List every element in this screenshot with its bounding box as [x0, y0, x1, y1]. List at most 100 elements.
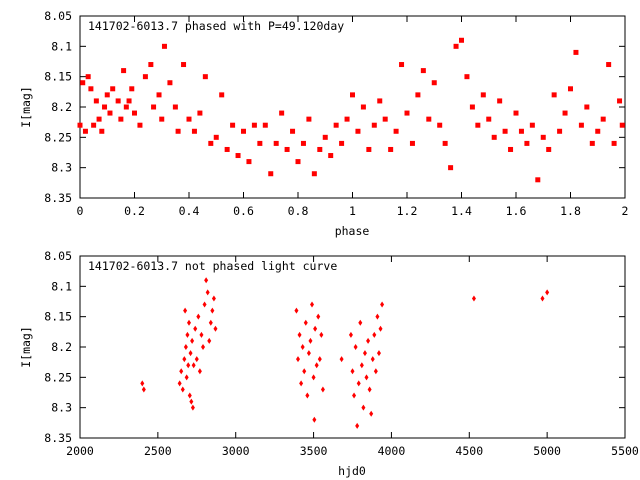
- unphased-data-point: [299, 380, 304, 387]
- phased-data-point: [420, 68, 426, 74]
- unphased-x-tick-label: 4000: [378, 444, 406, 458]
- phased-data-point: [600, 116, 606, 122]
- phased-data-point: [551, 92, 557, 98]
- phased-data-point: [339, 140, 345, 146]
- phased-data-point: [568, 86, 573, 92]
- phased-data-point: [317, 146, 323, 152]
- phased-data-point: [453, 43, 459, 49]
- phased-x-tick-label: 0: [77, 204, 84, 218]
- phased-data-point: [573, 49, 579, 55]
- phased-data-point: [279, 110, 285, 116]
- phased-data-point: [77, 122, 83, 128]
- unphased-x-tick-label: 3000: [222, 444, 250, 458]
- unphased-data-point: [316, 313, 321, 320]
- phased-data-point: [619, 122, 625, 128]
- phased-data-point: [110, 86, 116, 92]
- phased-data-point: [156, 92, 162, 98]
- phased-data-point: [159, 116, 165, 122]
- unphased-data-point: [199, 331, 204, 338]
- phased-data-point: [431, 80, 437, 86]
- unphased-data-point: [300, 344, 305, 350]
- phased-data-point: [382, 116, 388, 122]
- phased-data-point: [486, 116, 492, 122]
- unphased-x-tick-label: 2000: [66, 444, 94, 458]
- phased-data-point: [290, 128, 296, 134]
- unphased-data-point: [202, 301, 207, 308]
- phased-data-point: [540, 134, 546, 140]
- unphased-data-point: [370, 356, 375, 363]
- phased-data-point: [469, 104, 475, 110]
- phased-data-point: [595, 128, 601, 134]
- unphased-chart-title: 141702-6013.7 not phased light curve: [88, 259, 337, 273]
- unphased-data-point: [359, 362, 364, 369]
- unphased-data-point: [352, 392, 357, 399]
- phased-data-point: [562, 110, 568, 116]
- phased-data-point: [360, 104, 366, 110]
- unphased-y-tick-label: 8.15: [44, 310, 72, 324]
- unphased-y-tick-label: 8.3: [51, 401, 72, 415]
- unphased-y-axis-label: I[mag]: [19, 326, 33, 368]
- phased-data-point: [172, 104, 178, 110]
- phased-y-tick-label: 8.25: [44, 130, 72, 144]
- unphased-light-curve-chart: 141702-6013.7 not phased light curve hjd…: [19, 249, 639, 478]
- phased-data-point: [186, 116, 192, 122]
- phased-data-point: [393, 128, 399, 134]
- phased-data-point: [311, 171, 317, 177]
- phased-x-tick-label: 0.6: [233, 204, 254, 218]
- unphased-data-point: [366, 337, 371, 344]
- unphased-data-point: [353, 344, 358, 350]
- phased-data-point: [606, 62, 612, 68]
- phased-data-point: [115, 98, 121, 104]
- unphased-data-point: [348, 331, 353, 338]
- phased-data-point: [284, 146, 290, 152]
- unphased-data-point: [380, 301, 385, 308]
- phased-data-point: [123, 104, 129, 110]
- unphased-y-tick-label: 8.25: [44, 370, 72, 384]
- phased-data-point: [181, 62, 187, 68]
- unphased-data-point: [302, 368, 307, 375]
- phased-x-tick-label: 0.2: [124, 204, 145, 218]
- phased-data-point: [508, 146, 514, 152]
- unphased-y-tick-label: 8.2: [51, 340, 72, 354]
- unphased-data-point: [317, 356, 322, 363]
- phased-y-tick-label: 8.15: [44, 70, 72, 84]
- phased-data-point: [589, 140, 595, 146]
- unphased-data-point: [296, 356, 300, 363]
- unphased-x-tick-label: 5000: [533, 444, 561, 458]
- unphased-data-point: [375, 313, 380, 320]
- phased-data-point: [415, 92, 421, 98]
- phased-x-tick-label: 1.8: [560, 204, 581, 218]
- unphased-data-point: [320, 386, 325, 393]
- phased-data-point: [230, 122, 236, 128]
- unphased-data-point: [369, 410, 374, 417]
- phased-data-point: [344, 116, 350, 122]
- phased-data-point: [107, 110, 113, 116]
- unphased-data-point: [356, 380, 361, 387]
- phased-data-point: [437, 122, 443, 128]
- unphased-data-point: [196, 313, 201, 320]
- phased-data-point: [191, 128, 197, 134]
- phased-data-point: [142, 74, 148, 80]
- unphased-data-point: [187, 319, 191, 326]
- unphased-data-point: [312, 416, 317, 423]
- unphased-data-point: [182, 356, 187, 363]
- unphased-data-point: [179, 368, 184, 375]
- phased-data-point: [202, 74, 208, 80]
- unphased-data-point: [306, 350, 311, 357]
- phased-data-point: [529, 122, 535, 128]
- phased-data-point: [524, 140, 530, 146]
- phased-data-point: [104, 92, 110, 98]
- unphased-data-point: [184, 374, 189, 381]
- unphased-data-point: [183, 307, 188, 314]
- phased-data-point: [175, 128, 181, 134]
- unphased-data-point: [314, 362, 319, 369]
- phased-data-point: [557, 128, 563, 134]
- unphased-x-tick-label: 2500: [144, 444, 172, 458]
- unphased-data-point: [189, 398, 194, 405]
- phased-data-point: [306, 116, 312, 122]
- phased-data-point: [355, 128, 361, 134]
- unphased-data-point: [141, 386, 146, 393]
- unphased-data-point: [190, 337, 195, 344]
- phased-data-point: [80, 80, 86, 86]
- unphased-data-point: [471, 295, 476, 302]
